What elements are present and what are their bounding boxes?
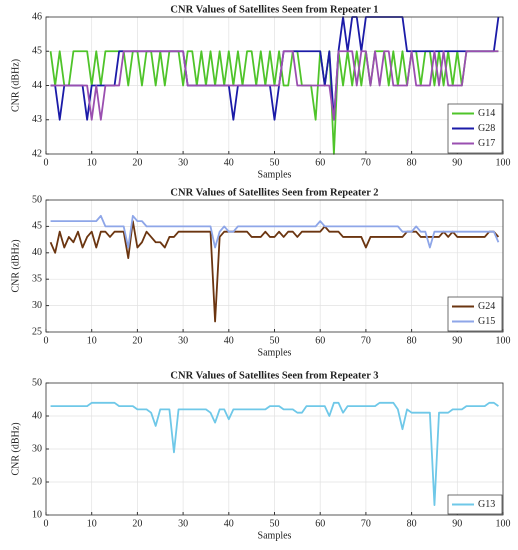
y-tick-label: 10 — [32, 509, 42, 520]
y-tick-label: 30 — [32, 300, 42, 311]
y-tick-label: 46 — [32, 11, 42, 22]
legend-box — [447, 494, 503, 515]
x-tick-label: 100 — [496, 518, 511, 529]
y-tick-label: 50 — [32, 194, 42, 205]
x-tick-label: 20 — [132, 335, 142, 346]
x-tick-label: 10 — [87, 518, 97, 529]
legend-label: G15 — [478, 316, 495, 327]
x-tick-label: 80 — [407, 157, 417, 168]
x-tick-label: 40 — [224, 518, 234, 529]
x-tick-label: 80 — [407, 518, 417, 529]
panel: 0 10 20 30 40 50 60 70 80 90 100 42 43 44 45 46 CNR Valu… — [10, 4, 510, 180]
legend-label: G14 — [478, 108, 495, 119]
axes-frame — [45, 16, 504, 155]
y-tick-label: 42 — [32, 148, 42, 159]
x-tick-label: 70 — [361, 518, 371, 529]
legend-box — [447, 296, 503, 332]
x-tick-label: 40 — [224, 157, 234, 168]
chart-title: CNR Values of Satellites Seen from Repea… — [170, 370, 378, 381]
panel: 0 10 20 30 40 50 60 70 80 90 100 25 30 35 40 45 50 CNR Va… — [10, 187, 510, 358]
chart-title: CNR Values of Satellites Seen from Repea… — [170, 4, 378, 15]
x-tick-label: 70 — [361, 335, 371, 346]
x-tick-label: 100 — [496, 157, 511, 168]
x-axis-label: Samples — [258, 530, 292, 541]
y-tick-label: 45 — [32, 46, 42, 57]
x-tick-label: 30 — [178, 157, 188, 168]
y-tick-label: 50 — [32, 377, 42, 388]
y-tick-label: 40 — [32, 410, 42, 421]
series-line — [50, 50, 499, 121]
y-tick-label: 30 — [32, 443, 42, 454]
y-tick-label: 35 — [32, 273, 42, 284]
x-tick-label: 0 — [44, 157, 49, 168]
y-axis-label: CNR (dBHz) — [10, 59, 21, 112]
x-tick-label: 60 — [315, 335, 325, 346]
series-line — [50, 401, 499, 506]
x-tick-label: 70 — [361, 157, 371, 168]
x-tick-label: 90 — [452, 518, 462, 529]
series-line — [50, 214, 500, 249]
x-tick-label: 20 — [132, 518, 142, 529]
legend-label: G28 — [478, 123, 495, 134]
x-tick-label: 10 — [87, 157, 97, 168]
y-axis-label: CNR (dBHz) — [10, 239, 21, 292]
x-tick-label: 90 — [452, 157, 462, 168]
series-line — [49, 220, 500, 323]
axes-frame — [45, 382, 504, 516]
x-tick-label: 30 — [178, 335, 188, 346]
x-tick-label: 60 — [315, 518, 325, 529]
axes-frame — [45, 199, 504, 333]
x-tick-label: 90 — [452, 335, 462, 346]
chart-title: CNR Values of Satellites Seen from Repea… — [170, 187, 378, 198]
x-axis-label: Samples — [258, 347, 292, 358]
y-tick-label: 20 — [32, 476, 42, 487]
x-tick-label: 0 — [44, 518, 49, 529]
legend-label: G13 — [478, 499, 495, 510]
x-tick-label: 60 — [315, 157, 325, 168]
x-tick-label: 0 — [44, 335, 49, 346]
y-tick-label: 44 — [32, 80, 42, 91]
x-tick-label: 50 — [270, 157, 280, 168]
y-tick-label: 45 — [32, 221, 42, 232]
x-tick-label: 50 — [270, 518, 280, 529]
x-tick-label: 30 — [178, 518, 188, 529]
y-tick-label: 25 — [32, 326, 42, 337]
y-tick-label: 43 — [32, 114, 42, 125]
x-tick-label: 20 — [132, 157, 142, 168]
x-tick-label: 10 — [87, 335, 97, 346]
x-tick-label: 40 — [224, 335, 234, 346]
x-tick-label: 100 — [496, 335, 511, 346]
legend-label: G24 — [478, 301, 495, 312]
x-tick-label: 80 — [407, 335, 417, 346]
legend-label: G17 — [478, 138, 495, 149]
y-tick-label: 40 — [32, 247, 42, 258]
y-axis-label: CNR (dBHz) — [10, 422, 21, 475]
x-tick-label: 50 — [270, 335, 280, 346]
x-axis-label: Samples — [258, 169, 292, 180]
